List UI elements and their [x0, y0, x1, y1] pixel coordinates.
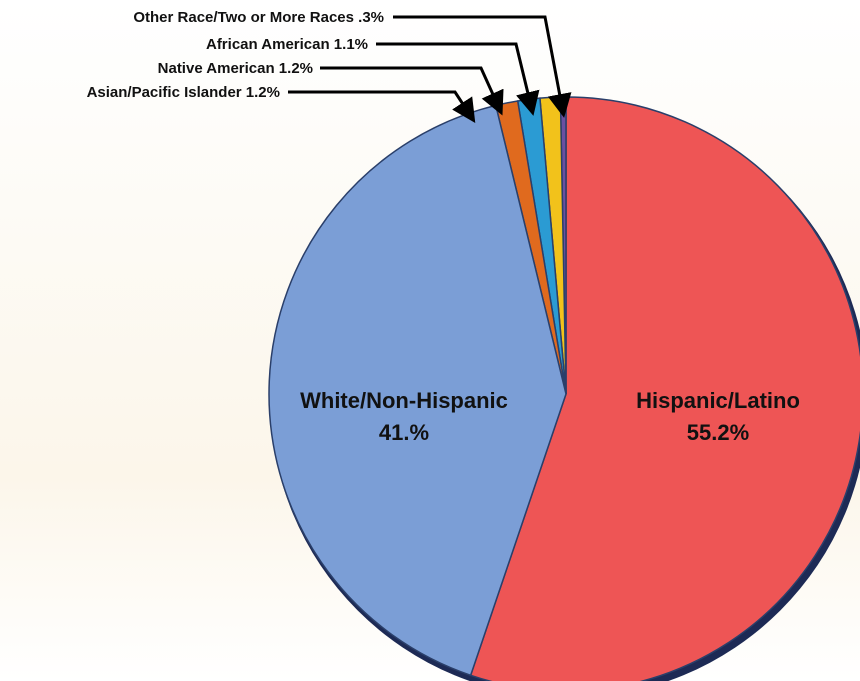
callout-line-african-american — [376, 42, 540, 116]
callout-line-other — [393, 15, 572, 118]
slice-hispanic-latino — [469, 96, 860, 681]
callout-label-african-american: African American 1.1% — [206, 36, 368, 53]
callout-label-native-american: Native American 1.2% — [158, 60, 313, 77]
slice-label-hispanic-value: 55.2% — [687, 420, 749, 445]
slice-label-white-value: 41.% — [379, 420, 429, 445]
slice-label-hispanic-name: Hispanic/Latino — [636, 388, 800, 413]
slice-labels: White/Non-Hispanic 41.% Hispanic/Latino … — [300, 388, 800, 445]
callout-label-asian: Asian/Pacific Islander 1.2% — [87, 84, 280, 101]
slice-white-non-hispanic — [268, 104, 567, 677]
pie-slices — [268, 96, 860, 681]
callouts: Other Race/Two or More Races .3% African… — [87, 9, 572, 124]
callout-line-native-american — [320, 66, 504, 116]
callout-label-other: Other Race/Two or More Races .3% — [133, 9, 384, 26]
slice-label-white-name: White/Non-Hispanic — [300, 388, 508, 413]
callout-line-asian — [288, 90, 476, 124]
